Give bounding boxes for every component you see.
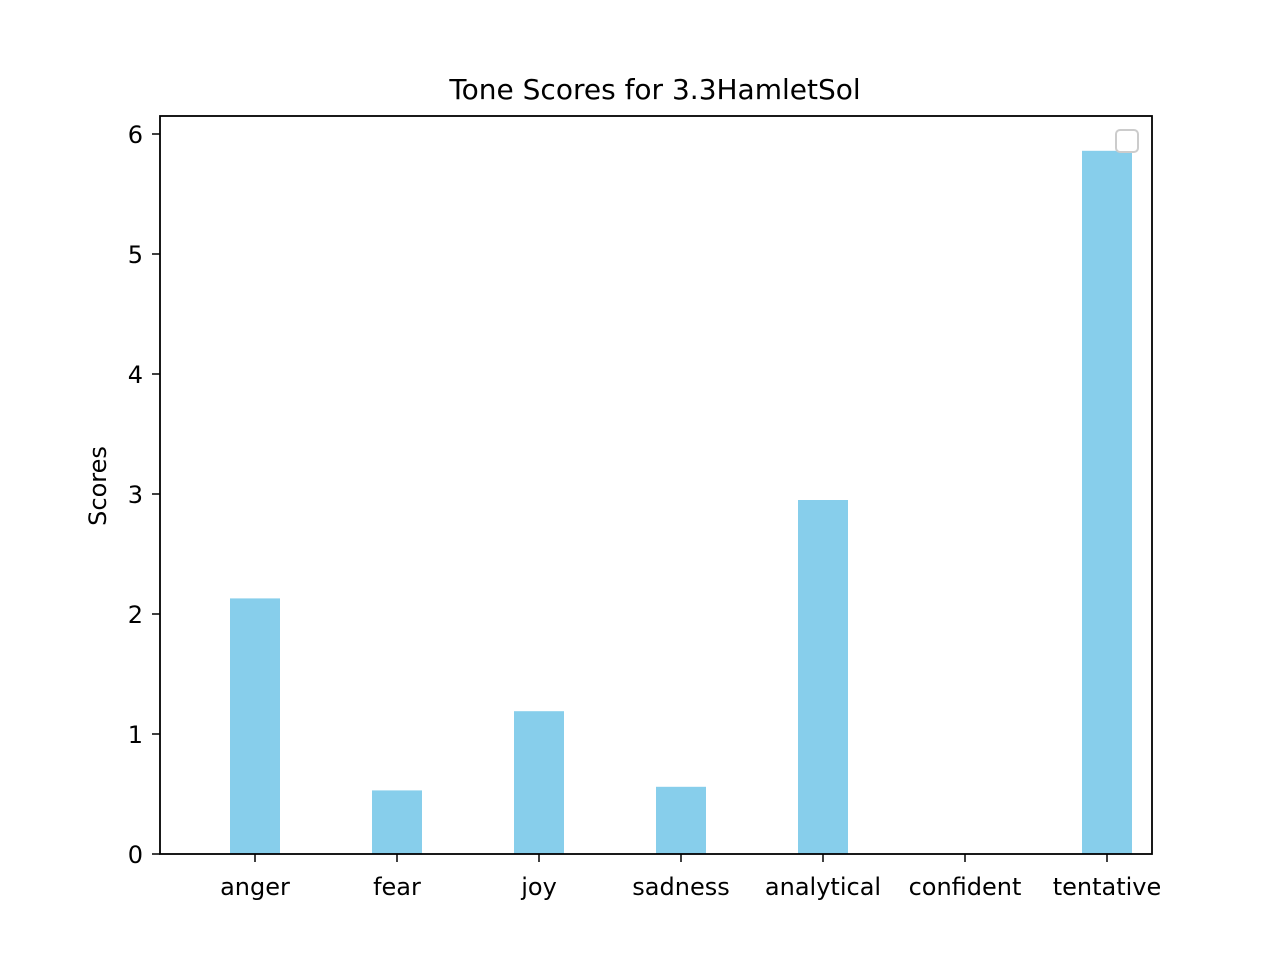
y-axis-label: Scores (84, 446, 112, 526)
x-tick-label-sadness: sadness (632, 873, 729, 901)
chart-title: Tone Scores for 3.3HamletSol (448, 73, 860, 106)
bar-sadness (656, 786, 706, 854)
axes-layer: anger fear joy sadness analytical confident te… (128, 115, 1162, 901)
bar-anger (230, 598, 280, 854)
legend (1115, 129, 1139, 153)
bar-joy (514, 711, 564, 854)
x-tick-label-joy: joy (520, 873, 557, 901)
x-tick-label-fear: fear (373, 873, 421, 901)
y-tick-label-6: 6 (128, 121, 143, 149)
bar-tentative (1082, 150, 1132, 855)
y-tick-label-4: 4 (128, 361, 143, 389)
x-tick-label-confident: confident (909, 873, 1022, 901)
bar-analytical (798, 500, 848, 854)
y-tick-label-0: 0 (128, 841, 143, 869)
x-tick-label-anger: anger (220, 873, 290, 901)
x-tick-label-analytical: analytical (765, 873, 881, 901)
plot-frame (159, 115, 1153, 855)
bar-fear (372, 790, 422, 854)
bars-layer (230, 150, 1132, 855)
y-tick-label-3: 3 (128, 481, 143, 509)
y-tick-label-1: 1 (128, 721, 143, 749)
x-tick-label-tentative: tentative (1053, 873, 1162, 901)
y-tick-label-5: 5 (128, 241, 143, 269)
y-tick-label-2: 2 (128, 601, 143, 629)
legend-box (1115, 129, 1139, 153)
